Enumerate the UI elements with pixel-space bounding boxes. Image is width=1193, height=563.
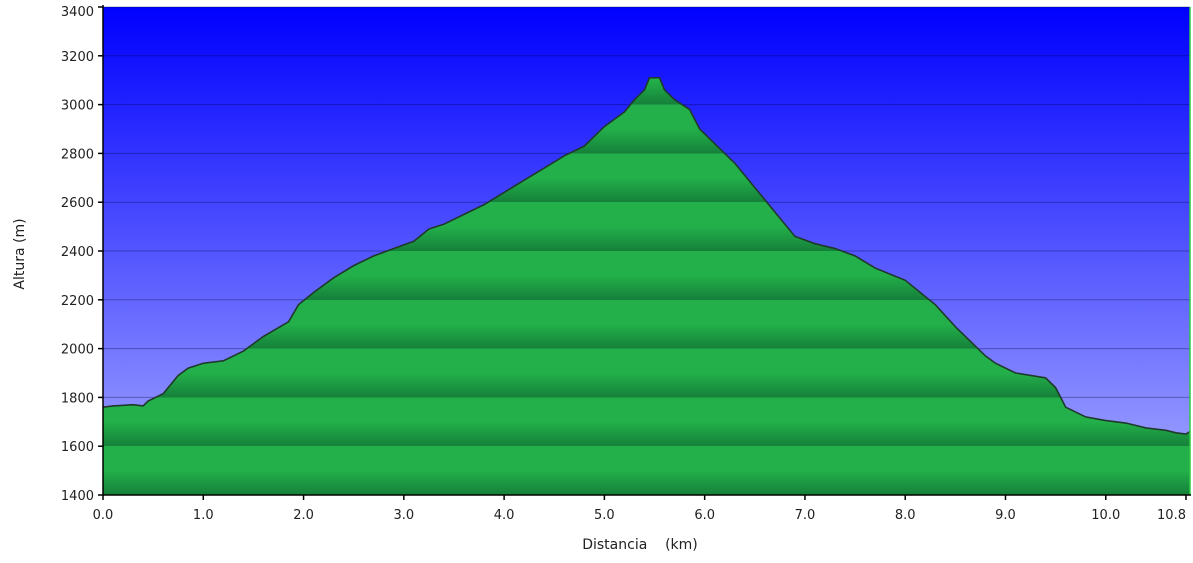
y-tick-label: 2000 — [61, 343, 94, 358]
elevation-line — [102, 76, 1191, 435]
x-axis-title: Distancia (km) — [582, 537, 698, 553]
y-tick-label: 1800 — [61, 391, 94, 406]
y-tick-label: 3400 — [61, 5, 94, 20]
y-tick-label: 2200 — [61, 294, 94, 309]
y-tick-label: 3000 — [61, 99, 94, 114]
y-tick-label: 2600 — [61, 196, 94, 211]
y-axis-title: Altura (m) — [12, 218, 28, 289]
y-tick-label: 1600 — [61, 440, 94, 455]
y-tick-label: 3200 — [61, 50, 94, 65]
x-tick-label: 1.0 — [193, 508, 214, 523]
x-tick-label: 3.0 — [393, 508, 414, 523]
elevation-area — [103, 77, 1190, 495]
x-tick-label: 4.0 — [494, 508, 515, 523]
x-tick-label: 5.0 — [594, 508, 615, 523]
x-axis-ticks: 0.0 1.0 2.0 3.0 4.0 5.0 6.0 7.0 8.0 9.0 10.0 10.8 — [93, 495, 1187, 523]
x-tick-label: 10.8 — [1157, 508, 1186, 523]
y-tick-label: 2400 — [61, 245, 94, 260]
y-tick-label: 2800 — [61, 147, 94, 162]
x-tick-label: 9.0 — [995, 508, 1016, 523]
axes — [102, 5, 1191, 496]
y-tick-label: 1400 — [61, 489, 94, 504]
x-tick-label: 10.0 — [1091, 508, 1120, 523]
x-tick-label: 7.0 — [795, 508, 816, 523]
x-tick-label: 2.0 — [293, 508, 314, 523]
x-tick-label: 8.0 — [895, 508, 916, 523]
y-axis-ticks: 1400 1600 1800 2000 2200 2400 2600 2800 3000 3200… — [61, 5, 103, 504]
x-tick-label: 6.0 — [694, 508, 715, 523]
x-tick-label: 0.0 — [93, 508, 114, 523]
